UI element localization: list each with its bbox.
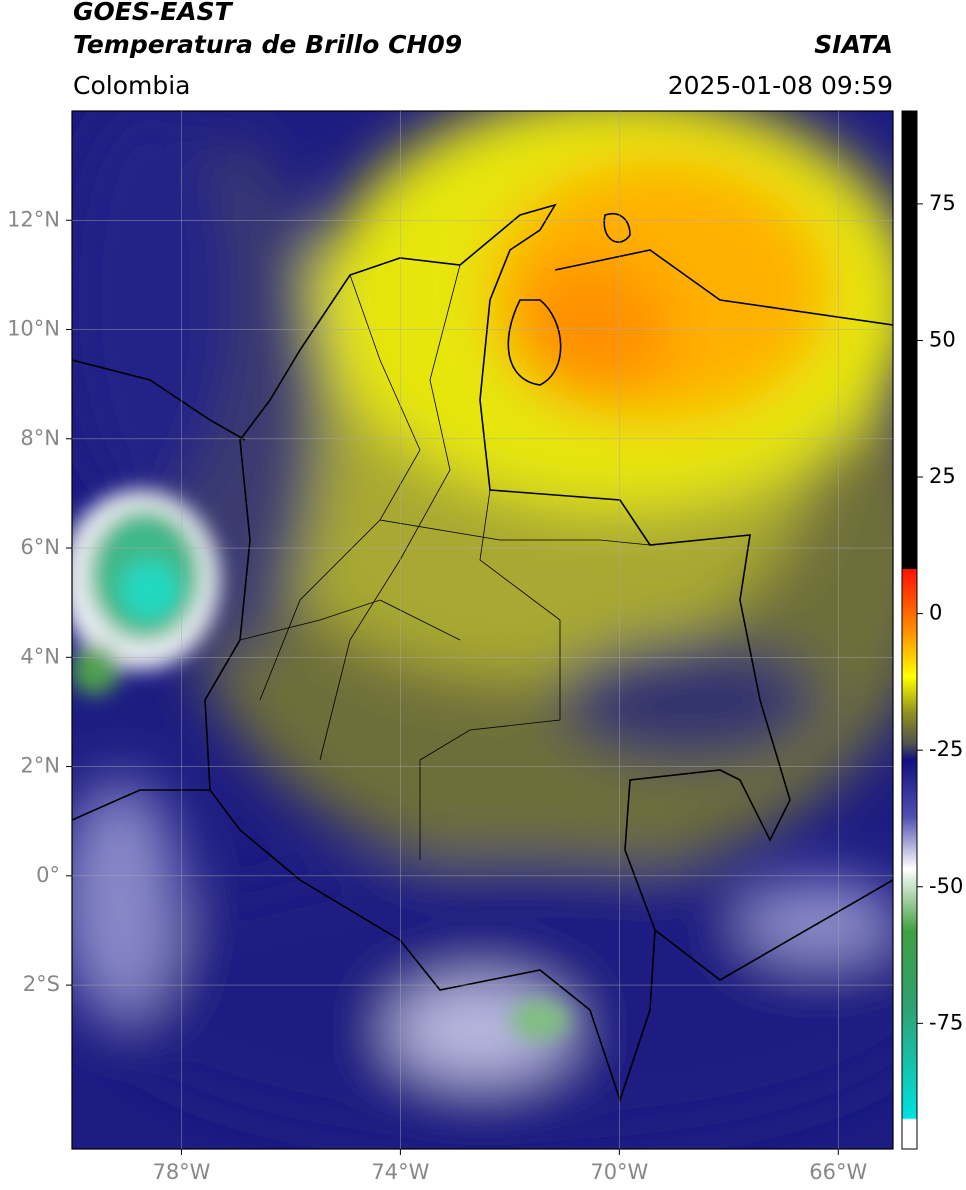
satellite-image	[72, 111, 893, 1149]
colorbar-tick-label: 0	[929, 601, 942, 625]
y-tick-label: 8°N	[20, 426, 60, 450]
map-frame	[71, 110, 894, 1150]
subtitle: Temperatura de Brillo CH09	[73, 30, 462, 59]
datetime: 2025-01-08 09:59	[668, 71, 893, 100]
colorbar-tick-label: -75	[929, 1010, 963, 1034]
title: GOES-EAST	[73, 0, 234, 26]
x-tick-label: 74°W	[371, 1160, 429, 1184]
y-tick-label: 12°N	[7, 207, 60, 231]
colorbar-tick-label: 75	[929, 191, 956, 215]
colorbar-tick-label: 50	[929, 327, 956, 351]
x-tick-label: 78°W	[152, 1160, 210, 1184]
x-tick-label: 66°W	[809, 1160, 867, 1184]
y-tick-label: 4°N	[20, 644, 60, 668]
y-tick-label: 10°N	[7, 317, 60, 341]
source: SIATA	[814, 30, 893, 59]
y-tick-label: 6°N	[20, 535, 60, 559]
x-tick-label: 70°W	[590, 1160, 648, 1184]
y-tick-label: 2°S	[23, 972, 60, 996]
colorbar	[901, 110, 918, 1150]
y-tick-label: 2°N	[20, 754, 60, 778]
y-tick-label: 0°	[36, 863, 60, 887]
colorbar-tick-label: -25	[929, 737, 963, 761]
colorbar-tick-label: 25	[929, 464, 956, 488]
region: Colombia	[73, 71, 190, 100]
colorbar-tick-label: -50	[929, 874, 963, 898]
